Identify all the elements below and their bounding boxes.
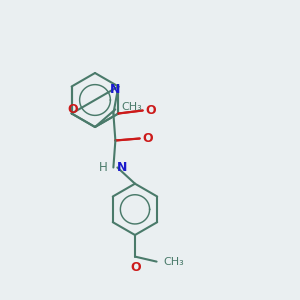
Text: CH₃: CH₃ — [164, 256, 184, 267]
Text: O: O — [67, 103, 78, 116]
Text: H: H — [99, 161, 108, 174]
Text: CH₃: CH₃ — [121, 102, 142, 112]
Text: O: O — [131, 261, 141, 274]
Text: O: O — [146, 104, 156, 117]
Text: N: N — [110, 83, 121, 96]
Text: N: N — [116, 161, 127, 174]
Text: O: O — [142, 132, 153, 145]
